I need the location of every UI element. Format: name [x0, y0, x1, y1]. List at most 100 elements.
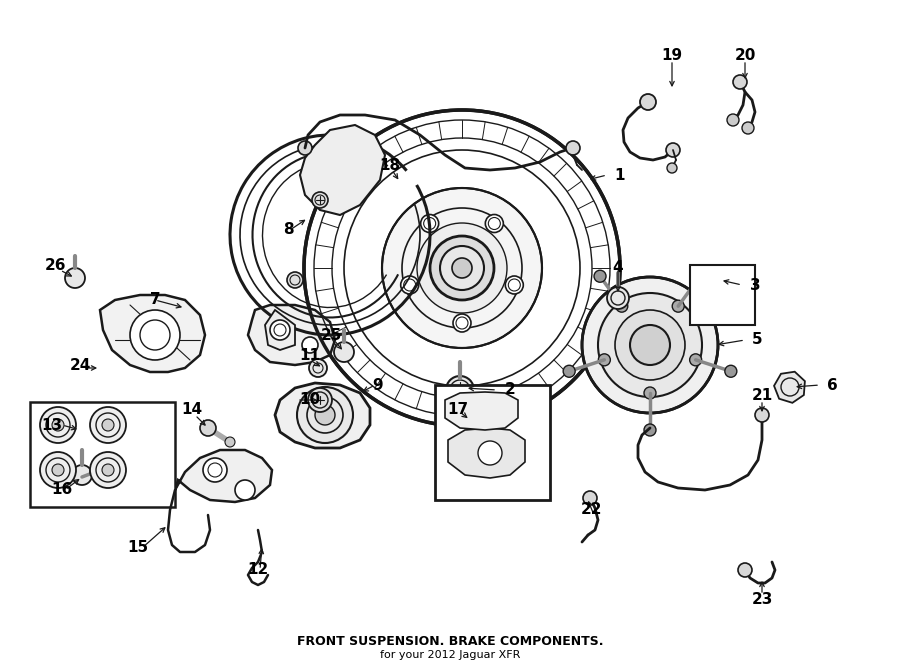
Text: 11: 11: [300, 348, 320, 363]
Text: 19: 19: [662, 48, 682, 62]
Polygon shape: [445, 392, 518, 430]
Text: 6: 6: [826, 377, 837, 393]
Circle shape: [644, 387, 656, 399]
Circle shape: [309, 359, 327, 377]
Text: 21: 21: [752, 387, 772, 402]
Polygon shape: [774, 371, 805, 402]
Polygon shape: [275, 383, 370, 448]
Polygon shape: [448, 428, 525, 478]
Circle shape: [40, 452, 76, 488]
Circle shape: [505, 276, 523, 294]
Circle shape: [452, 258, 472, 278]
Circle shape: [666, 143, 680, 157]
Text: 23: 23: [752, 592, 773, 608]
Circle shape: [594, 270, 606, 282]
Circle shape: [344, 150, 580, 386]
Text: 24: 24: [69, 357, 91, 373]
Circle shape: [616, 300, 628, 312]
Text: 22: 22: [581, 502, 603, 518]
Polygon shape: [300, 125, 385, 215]
Polygon shape: [175, 450, 272, 502]
Circle shape: [130, 310, 180, 360]
Text: 7: 7: [149, 293, 160, 308]
Circle shape: [308, 388, 332, 412]
Circle shape: [52, 419, 64, 431]
Circle shape: [607, 287, 629, 309]
Text: FRONT SUSPENSION. BRAKE COMPONENTS.: FRONT SUSPENSION. BRAKE COMPONENTS.: [297, 635, 603, 648]
Circle shape: [90, 452, 126, 488]
Circle shape: [742, 122, 754, 134]
Circle shape: [598, 293, 702, 397]
Circle shape: [615, 310, 685, 380]
Circle shape: [689, 354, 702, 366]
Circle shape: [72, 465, 92, 485]
Circle shape: [420, 214, 438, 232]
Circle shape: [417, 223, 507, 313]
Circle shape: [200, 420, 216, 436]
Text: 15: 15: [128, 540, 148, 555]
Circle shape: [315, 405, 335, 425]
Circle shape: [738, 563, 752, 577]
Circle shape: [430, 236, 494, 300]
Text: for your 2012 Jaguar XFR: for your 2012 Jaguar XFR: [380, 650, 520, 660]
Circle shape: [304, 110, 620, 426]
Text: 3: 3: [750, 277, 760, 293]
Circle shape: [90, 467, 100, 477]
Circle shape: [582, 277, 718, 413]
Circle shape: [334, 342, 354, 362]
Circle shape: [640, 94, 656, 110]
Text: 8: 8: [283, 222, 293, 238]
Circle shape: [630, 325, 670, 365]
Text: 13: 13: [41, 418, 63, 432]
Text: 12: 12: [248, 563, 268, 577]
Circle shape: [724, 365, 737, 377]
Polygon shape: [100, 295, 205, 372]
Bar: [435, 385, 550, 500]
Text: 4: 4: [613, 261, 624, 275]
Circle shape: [235, 480, 255, 500]
Circle shape: [755, 408, 769, 422]
Circle shape: [694, 270, 706, 282]
Circle shape: [102, 419, 114, 431]
Circle shape: [446, 376, 474, 404]
Circle shape: [400, 276, 418, 294]
Circle shape: [270, 320, 290, 340]
Circle shape: [485, 214, 503, 232]
Text: 20: 20: [734, 48, 756, 62]
Circle shape: [297, 387, 353, 443]
Circle shape: [65, 268, 85, 288]
Text: 5: 5: [752, 332, 762, 348]
Circle shape: [672, 300, 684, 312]
Text: 9: 9: [373, 377, 383, 393]
Circle shape: [478, 441, 502, 465]
Circle shape: [312, 192, 328, 208]
Circle shape: [566, 141, 580, 155]
Bar: [30, 402, 175, 507]
Circle shape: [563, 365, 575, 377]
Polygon shape: [248, 305, 335, 365]
Circle shape: [667, 163, 677, 173]
Circle shape: [90, 407, 126, 443]
Circle shape: [733, 75, 747, 89]
Circle shape: [225, 437, 235, 447]
Circle shape: [287, 272, 303, 288]
Circle shape: [40, 407, 76, 443]
Text: 26: 26: [45, 258, 67, 273]
Circle shape: [203, 458, 227, 482]
Circle shape: [727, 114, 739, 126]
Circle shape: [453, 314, 471, 332]
Circle shape: [302, 337, 318, 353]
Text: 1: 1: [615, 167, 626, 183]
Circle shape: [440, 246, 484, 290]
Circle shape: [52, 464, 64, 476]
Circle shape: [382, 188, 542, 348]
Polygon shape: [265, 310, 295, 350]
Text: 17: 17: [447, 402, 469, 418]
Circle shape: [298, 141, 312, 155]
Text: 16: 16: [51, 483, 73, 498]
Circle shape: [598, 354, 610, 366]
Text: 10: 10: [300, 393, 320, 408]
Text: 2: 2: [505, 383, 516, 397]
Text: 14: 14: [182, 402, 202, 418]
Bar: [690, 265, 755, 325]
